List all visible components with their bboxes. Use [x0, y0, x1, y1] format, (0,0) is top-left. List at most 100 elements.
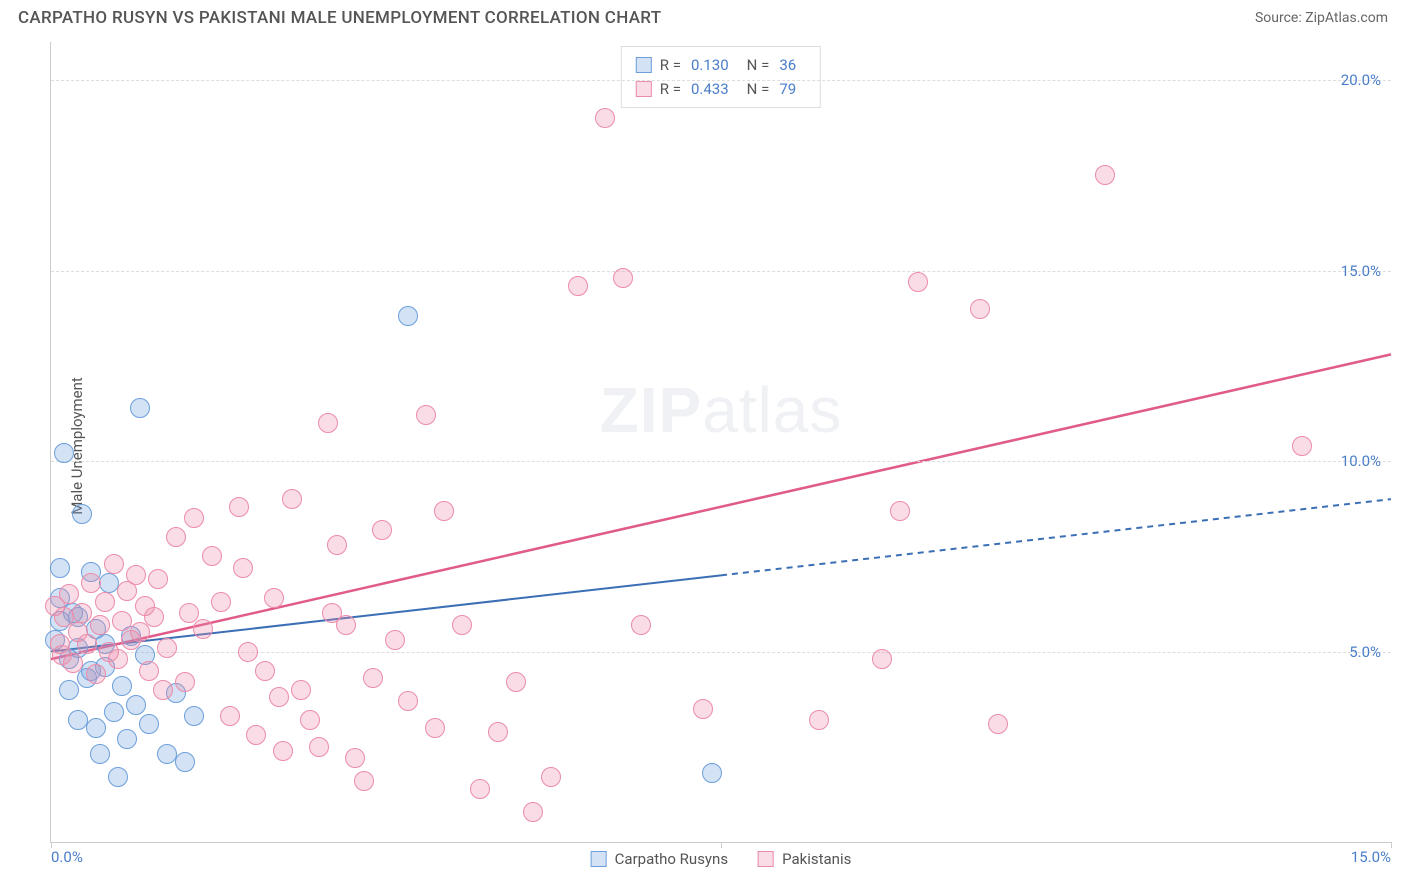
legend-label: Carpatho Rusyns	[615, 850, 728, 868]
data-point	[104, 554, 124, 574]
data-point	[50, 558, 70, 578]
gridline	[51, 80, 1391, 81]
data-point	[126, 565, 146, 585]
x-tick	[1391, 842, 1392, 848]
data-point	[273, 741, 293, 761]
data-point	[372, 520, 392, 540]
data-point	[363, 668, 383, 688]
data-point	[282, 489, 302, 509]
data-point	[139, 714, 159, 734]
data-point	[54, 443, 74, 463]
data-point	[238, 642, 258, 662]
data-point	[300, 710, 320, 730]
x-tick-label: 0.0%	[51, 848, 83, 866]
data-point	[104, 702, 124, 722]
data-point	[872, 649, 892, 669]
data-point	[269, 687, 289, 707]
data-point	[220, 706, 240, 726]
data-point	[291, 680, 311, 700]
data-point	[988, 714, 1008, 734]
data-point	[327, 535, 347, 555]
gridline	[51, 271, 1391, 272]
data-point	[470, 779, 490, 799]
data-point	[523, 802, 543, 822]
data-point	[72, 504, 92, 524]
data-point	[425, 718, 445, 738]
data-point	[108, 649, 128, 669]
data-point	[86, 718, 106, 738]
plot-area: ZIPatlas R =0.130N =36R =0.433N =79 Carp…	[50, 42, 1391, 843]
data-point	[416, 405, 436, 425]
data-point	[52, 645, 72, 665]
trend-line	[51, 354, 1391, 659]
data-point	[385, 630, 405, 650]
trend-line-extrapolated	[721, 499, 1391, 575]
y-tick-label: 10.0%	[1341, 452, 1381, 470]
data-point	[184, 706, 204, 726]
data-point	[153, 680, 173, 700]
data-point	[354, 771, 374, 791]
data-point	[255, 661, 275, 681]
data-point	[72, 603, 92, 623]
chart-container: CARPATHO RUSYN VS PAKISTANI MALE UNEMPLO…	[0, 0, 1406, 892]
data-point	[613, 268, 633, 288]
data-point	[193, 619, 213, 639]
x-tick-label: 15.0%	[1351, 848, 1391, 866]
data-point	[1095, 165, 1115, 185]
data-point	[452, 615, 472, 635]
data-point	[86, 664, 106, 684]
data-point	[434, 501, 454, 521]
source-attribution: Source: ZipAtlas.com	[1255, 10, 1388, 26]
data-point	[90, 744, 110, 764]
data-point	[890, 501, 910, 521]
legend: Carpatho Rusyns Pakistanis	[591, 850, 852, 868]
chart-title: CARPATHO RUSYN VS PAKISTANI MALE UNEMPLO…	[18, 8, 661, 28]
data-point	[541, 767, 561, 787]
data-point	[202, 546, 222, 566]
data-point	[157, 638, 177, 658]
data-point	[175, 752, 195, 772]
data-point	[693, 699, 713, 719]
data-point	[506, 672, 526, 692]
data-point	[809, 710, 829, 730]
data-point	[90, 615, 110, 635]
header: CARPATHO RUSYN VS PAKISTANI MALE UNEMPLO…	[0, 0, 1406, 32]
data-point	[108, 767, 128, 787]
data-point	[568, 276, 588, 296]
data-point	[595, 108, 615, 128]
data-point	[175, 672, 195, 692]
trend-lines	[51, 42, 1391, 842]
y-tick-label: 5.0%	[1349, 643, 1381, 661]
data-point	[309, 737, 329, 757]
data-point	[488, 722, 508, 742]
data-point	[112, 676, 132, 696]
data-point	[631, 615, 651, 635]
data-point	[179, 603, 199, 623]
data-point	[117, 729, 137, 749]
data-point	[126, 695, 146, 715]
data-point	[970, 299, 990, 319]
data-point	[144, 607, 164, 627]
data-point	[398, 691, 418, 711]
data-point	[59, 680, 79, 700]
data-point	[398, 306, 418, 326]
legend-label: Pakistanis	[782, 850, 851, 868]
data-point	[246, 725, 266, 745]
data-point	[229, 497, 249, 517]
data-point	[112, 611, 132, 631]
data-point	[148, 569, 168, 589]
data-point	[211, 592, 231, 612]
legend-item: Carpatho Rusyns	[591, 850, 728, 868]
data-point	[130, 398, 150, 418]
data-point	[264, 588, 284, 608]
data-point	[345, 748, 365, 768]
data-point	[139, 661, 159, 681]
data-point	[702, 763, 722, 783]
y-tick-label: 20.0%	[1341, 71, 1381, 89]
gridline	[51, 461, 1391, 462]
x-tick	[721, 842, 722, 848]
legend-swatch	[591, 851, 607, 867]
data-point	[184, 508, 204, 528]
y-tick-label: 15.0%	[1341, 262, 1381, 280]
data-point	[81, 573, 101, 593]
